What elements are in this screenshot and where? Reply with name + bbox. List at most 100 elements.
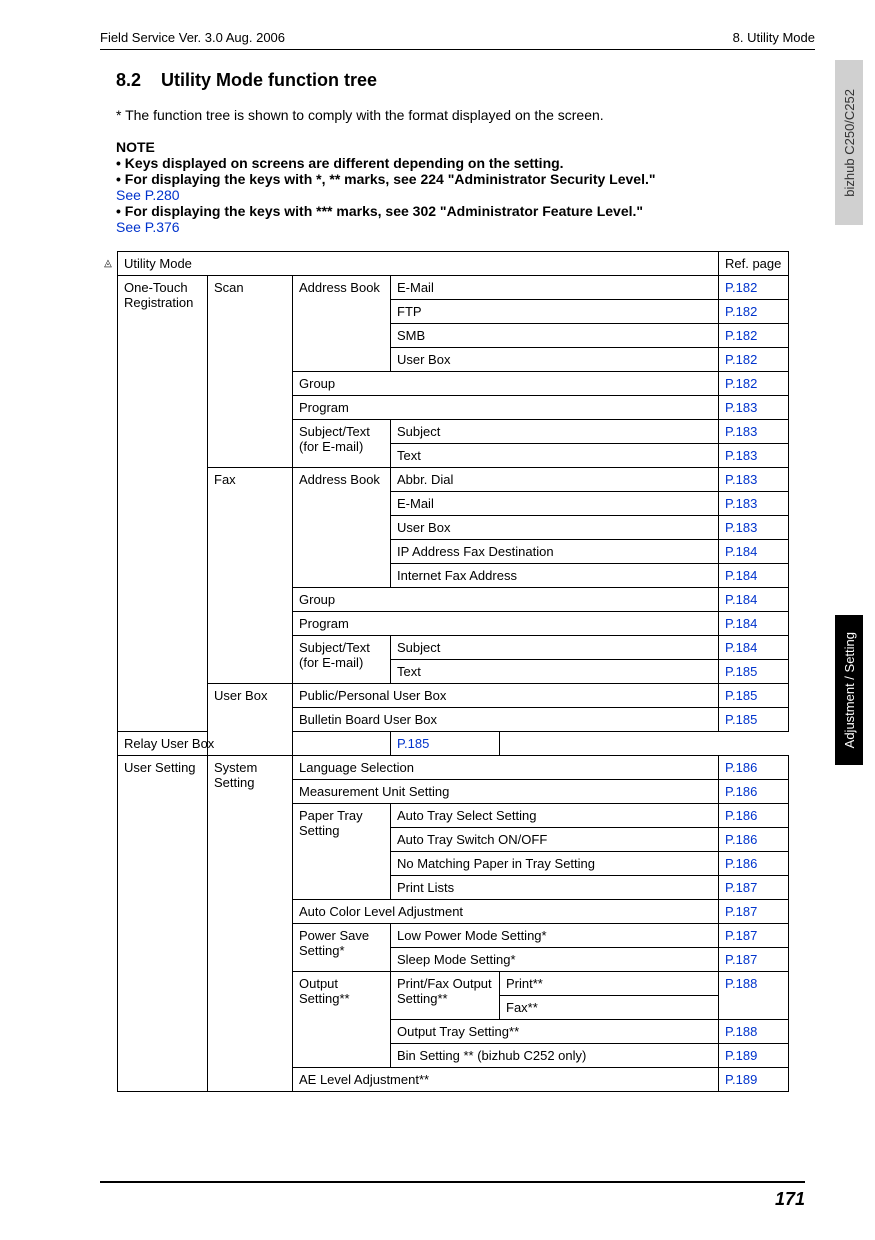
cell-email: E-Mail	[391, 276, 719, 300]
cell-program: Program	[293, 396, 719, 420]
cell-subjtext2: Subject/Text (for E-mail)	[293, 636, 391, 684]
cell-aelevel: AE Level Adjustment**	[293, 1068, 719, 1092]
ref-link[interactable]: P.182	[725, 304, 757, 319]
table-wrap: ◬ Utility Mode Ref. page One-Touch Regis…	[100, 251, 815, 1092]
cell-relay: Relay User Box	[118, 732, 391, 756]
cell-sleep: Sleep Mode Setting*	[391, 948, 719, 972]
cell-subject2: Subject	[391, 636, 719, 660]
page-content: Field Service Ver. 3.0 Aug. 2006 8. Util…	[0, 0, 875, 1122]
triangle-icon: ◬	[104, 258, 112, 269]
section-number: 8.2	[116, 70, 141, 90]
note-b2: • For displaying the keys with *, ** mar…	[116, 171, 815, 187]
side-tab-model: bizhub C250/C252	[835, 60, 863, 225]
ref-link[interactable]: P.185	[725, 712, 757, 727]
ref-link[interactable]: P.187	[725, 880, 757, 895]
intro-text: * The function tree is shown to comply w…	[100, 107, 815, 123]
th-utility: Utility Mode	[118, 252, 719, 276]
cell-pubpers: Public/Personal User Box	[293, 684, 719, 708]
cell-faxsub: Fax**	[500, 996, 719, 1020]
page-footer: 171	[100, 1181, 805, 1210]
ref-link[interactable]: P.183	[725, 400, 757, 415]
cell-papertray: Paper Tray Setting	[293, 804, 391, 900]
cell-print: Print**	[500, 972, 719, 996]
cell-abbr: Abbr. Dial	[391, 468, 719, 492]
ref-link[interactable]: P.183	[725, 424, 757, 439]
ref-link[interactable]: P.184	[725, 640, 757, 655]
cell-text2: Text	[391, 660, 719, 684]
cell-userbox: User Box	[391, 348, 719, 372]
header-left: Field Service Ver. 3.0 Aug. 2006	[100, 30, 285, 45]
cell-addrbook: Address Book	[293, 276, 391, 372]
ref-link[interactable]: P.185	[725, 664, 757, 679]
ref-link[interactable]: P.189	[725, 1048, 757, 1063]
ref-link[interactable]: P.184	[725, 544, 757, 559]
ref-link[interactable]: P.188	[725, 976, 757, 991]
note-title: NOTE	[116, 139, 815, 155]
function-tree-table: Utility Mode Ref. page One-Touch Registr…	[117, 251, 789, 1092]
side-tab-section: Adjustment / Setting	[835, 615, 863, 765]
ref-link[interactable]: P.184	[725, 616, 757, 631]
cell-email2: E-Mail	[391, 492, 719, 516]
cell-ftp: FTP	[391, 300, 719, 324]
ref-link[interactable]: P.183	[725, 520, 757, 535]
side-tab-section-text: Adjustment / Setting	[842, 632, 857, 748]
cell-outputtray: Output Tray Setting**	[391, 1020, 719, 1044]
page-number: 171	[775, 1189, 805, 1209]
ref-link[interactable]: P.184	[725, 592, 757, 607]
page-header: Field Service Ver. 3.0 Aug. 2006 8. Util…	[100, 30, 815, 50]
side-tab-model-text: bizhub C250/C252	[842, 89, 857, 197]
cell-lang: Language Selection	[293, 756, 719, 780]
ref-link[interactable]: P.185	[397, 736, 429, 751]
cell-smb: SMB	[391, 324, 719, 348]
cell-fax: Fax	[208, 468, 293, 684]
ref-link[interactable]: P.185	[725, 688, 757, 703]
cell-subjtext: Subject/Text (for E-mail)	[293, 420, 391, 468]
cell-nomatch: No Matching Paper in Tray Setting	[391, 852, 719, 876]
cell-system: System Setting	[208, 756, 293, 1092]
th-ref: Ref. page	[719, 252, 789, 276]
cell-addrbook2: Address Book	[293, 468, 391, 588]
ref-link[interactable]: P.187	[725, 904, 757, 919]
cell-lowpower: Low Power Mode Setting*	[391, 924, 719, 948]
cell-powersave: Power Save Setting*	[293, 924, 391, 972]
ref-link[interactable]: P.186	[725, 856, 757, 871]
ref-link[interactable]: P.183	[725, 496, 757, 511]
cell-printfaxout: Print/Fax Output Setting**	[391, 972, 500, 1020]
ref-link[interactable]: P.182	[725, 352, 757, 367]
cell-onetouch: One-Touch Registration	[118, 276, 208, 732]
ref-link[interactable]: P.186	[725, 832, 757, 847]
note-block: NOTE • Keys displayed on screens are dif…	[100, 139, 815, 235]
ref-link[interactable]: P.186	[725, 760, 757, 775]
cell-autocolor: Auto Color Level Adjustment	[293, 900, 719, 924]
note-link1[interactable]: See P.280	[116, 187, 815, 203]
cell-autotraysw: Auto Tray Switch ON/OFF	[391, 828, 719, 852]
ref-link[interactable]: P.186	[725, 784, 757, 799]
ref-link[interactable]: P.186	[725, 808, 757, 823]
cell-printlists: Print Lists	[391, 876, 719, 900]
cell-group2: Group	[293, 588, 719, 612]
cell-ipfax: IP Address Fax Destination	[391, 540, 719, 564]
ref-link[interactable]: P.183	[725, 472, 757, 487]
note-b3: • For displaying the keys with *** marks…	[116, 203, 815, 219]
table-marker: ◬	[100, 251, 116, 269]
cell-binsetting: Bin Setting ** (bizhub C252 only)	[391, 1044, 719, 1068]
section-title: 8.2 Utility Mode function tree	[100, 70, 815, 91]
ref-link[interactable]: P.189	[725, 1072, 757, 1087]
cell-intfax: Internet Fax Address	[391, 564, 719, 588]
ref-link[interactable]: P.182	[725, 328, 757, 343]
ref-link[interactable]: P.182	[725, 280, 757, 295]
ref-link[interactable]: P.187	[725, 928, 757, 943]
ref-link[interactable]: P.188	[725, 1024, 757, 1039]
ref-link[interactable]: P.184	[725, 568, 757, 583]
ref-link[interactable]: P.183	[725, 448, 757, 463]
cell-subject: Subject	[391, 420, 719, 444]
note-b1: • Keys displayed on screens are differen…	[116, 155, 815, 171]
cell-scan: Scan	[208, 276, 293, 468]
ref-link[interactable]: P.182	[725, 376, 757, 391]
ref-link[interactable]: P.187	[725, 952, 757, 967]
section-name: Utility Mode function tree	[161, 70, 377, 90]
cell-output: Output Setting**	[293, 972, 391, 1068]
cell-text: Text	[391, 444, 719, 468]
cell-bulletin: Bulletin Board User Box	[293, 708, 719, 732]
note-link2[interactable]: See P.376	[116, 219, 815, 235]
